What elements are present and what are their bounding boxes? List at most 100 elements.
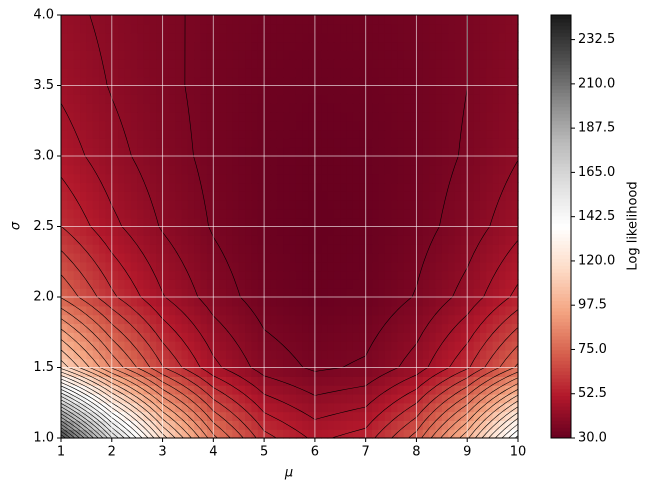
contour-fill (137, 271, 144, 280)
contour-fill (251, 174, 258, 183)
contour-fill (290, 103, 297, 112)
contour-fill (277, 350, 284, 359)
contour-fill (150, 315, 157, 324)
contour-fill (366, 429, 373, 438)
contour-fill (353, 306, 360, 315)
contour-fill (194, 227, 201, 236)
contour-fill (321, 15, 328, 24)
contour-fill (188, 138, 195, 147)
contour-fill (474, 165, 481, 174)
contour-fill (124, 41, 131, 50)
contour-fill (251, 350, 258, 359)
contour-fill (112, 165, 119, 174)
contour-fill (385, 50, 392, 59)
contour-fill (321, 332, 328, 341)
contour-fill (467, 359, 474, 368)
contour-fill (182, 306, 189, 315)
contour-fill (67, 200, 74, 209)
contour-fill (163, 403, 170, 412)
contour-fill (74, 50, 81, 59)
contour-fill (74, 15, 81, 24)
contour-fill (378, 77, 385, 86)
colorbar-segment (551, 142, 571, 146)
contour-fill (397, 50, 404, 59)
contour-fill (290, 24, 297, 33)
contour-fill (220, 156, 227, 165)
contour-fill (169, 253, 176, 262)
contour-fill (315, 403, 322, 412)
contour-fill (366, 297, 373, 306)
contour-fill (448, 209, 455, 218)
contour-fill (270, 33, 277, 42)
contour-fill (486, 33, 493, 42)
contour-fill (124, 253, 131, 262)
contour-fill (232, 138, 239, 147)
contour-fill (366, 182, 373, 191)
contour-fill (93, 121, 100, 130)
contour-fill (404, 359, 411, 368)
contour-fill (448, 315, 455, 324)
contour-fill (232, 253, 239, 262)
contour-fill (277, 323, 284, 332)
contour-fill (232, 94, 239, 103)
contour-fill (182, 182, 189, 191)
contour-fill (220, 94, 227, 103)
contour-fill (423, 121, 430, 130)
contour-fill (340, 394, 347, 403)
colorbar-segment (551, 167, 571, 171)
contour-fill (448, 271, 455, 280)
contour-fill (448, 77, 455, 86)
x-axis-label: μ (284, 466, 293, 481)
contour-fill (334, 368, 341, 377)
contour-fill (378, 376, 385, 385)
contour-fill (283, 103, 290, 112)
contour-fill (467, 147, 474, 156)
contour-fill (251, 94, 258, 103)
contour-fill (328, 121, 335, 130)
contour-fill (86, 130, 93, 139)
contour-fill (194, 385, 201, 394)
contour-fill (416, 15, 423, 24)
contour-fill (131, 297, 138, 306)
contour-fill (112, 15, 119, 24)
contour-fill (277, 50, 284, 59)
colorbar-segment (551, 177, 571, 181)
contour-fill (385, 165, 392, 174)
contour-fill (378, 112, 385, 121)
contour-fill (347, 297, 354, 306)
contour-fill (353, 315, 360, 324)
contour-fill (283, 94, 290, 103)
contour-fill (404, 315, 411, 324)
contour-fill (144, 103, 151, 112)
contour-fill (378, 385, 385, 394)
contour-fill (353, 244, 360, 253)
contour-fill (321, 182, 328, 191)
contour-fill (251, 218, 258, 227)
contour-fill (239, 323, 246, 332)
contour-fill (315, 306, 322, 315)
contour-fill (169, 103, 176, 112)
contour-fill (499, 15, 506, 24)
contour-fill (175, 262, 182, 271)
contour-fill (328, 86, 335, 95)
contour-fill (315, 244, 322, 253)
contour-fill (251, 24, 258, 33)
contour-fill (150, 86, 157, 95)
contour-fill (486, 182, 493, 191)
contour-fill (328, 33, 335, 42)
contour-fill (499, 403, 506, 412)
contour-fill (404, 209, 411, 218)
contour-fill (182, 147, 189, 156)
contour-fill (474, 279, 481, 288)
contour-fill (194, 209, 201, 218)
contour-fill (328, 209, 335, 218)
contour-fill (429, 279, 436, 288)
contour-fill (245, 68, 252, 77)
contour-fill (347, 412, 354, 421)
contour-fill (232, 271, 239, 280)
contour-fill (321, 50, 328, 59)
contour-fill (505, 147, 512, 156)
contour-fill (290, 33, 297, 42)
contour-fill (493, 174, 500, 183)
contour-fill (366, 50, 373, 59)
